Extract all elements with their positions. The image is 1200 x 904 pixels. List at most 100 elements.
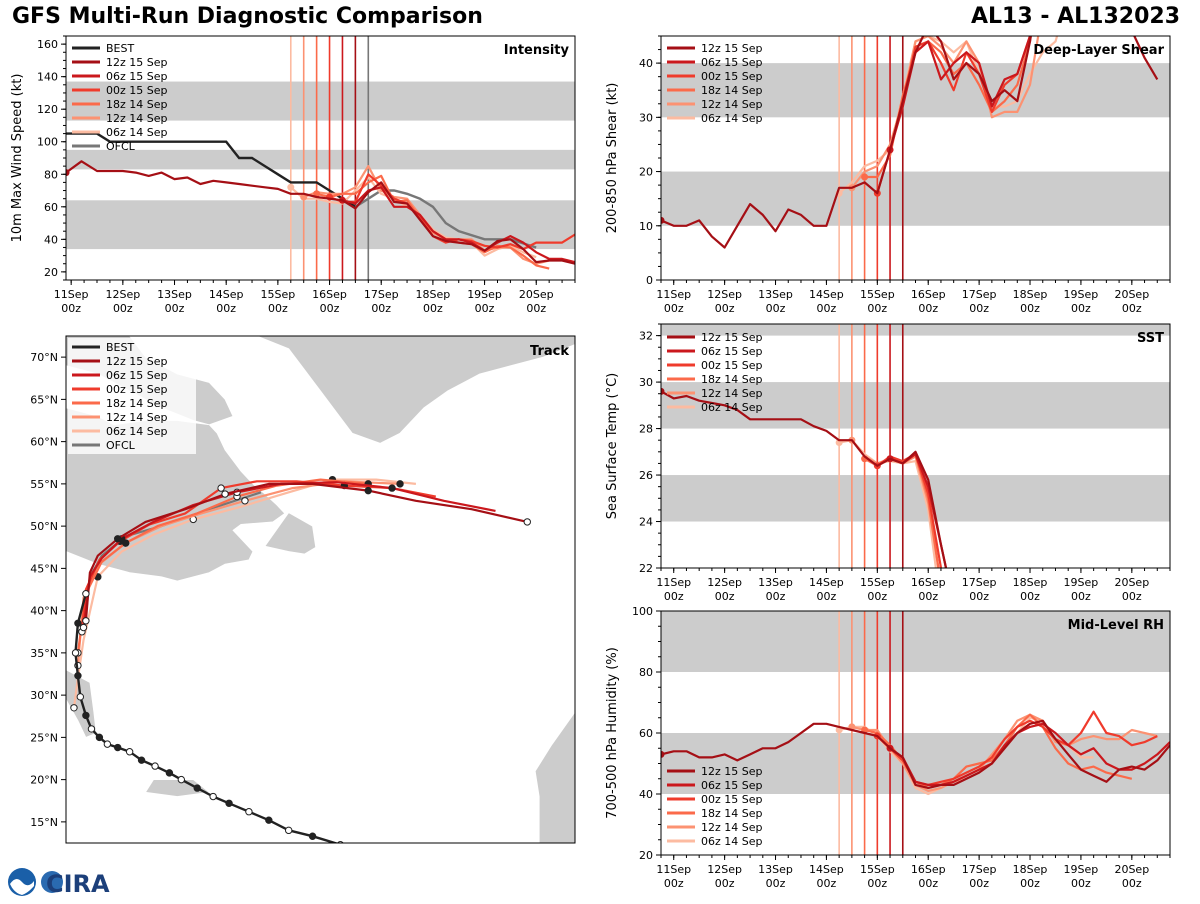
track-legend-label: BEST	[106, 341, 134, 354]
shear-xtick-hour: 00z	[715, 302, 735, 315]
intensity-series-12z-15-sep-init-marker	[66, 169, 70, 177]
track-best-point	[265, 816, 273, 824]
sst-xtick-hour: 00z	[715, 590, 735, 603]
intensity-xtick-hour: 00z	[268, 302, 288, 315]
sst-title: SST	[1137, 331, 1164, 346]
sst-legend-label: 00z 15 Sep	[701, 359, 763, 372]
intensity-xtick-hour: 00z	[371, 302, 391, 315]
track-point	[217, 484, 225, 492]
rh-xtick-day: 20Sep	[1114, 863, 1149, 876]
shear-xtick-day: 12Sep	[707, 288, 742, 301]
sst-series-12z-15-sep	[661, 390, 948, 568]
shear-legend-label: 06z 14 Sep	[701, 112, 763, 125]
sst-ylabel: Sea Surface Temp (°C)	[605, 373, 620, 520]
intensity-best-line	[66, 132, 357, 208]
west-africa	[534, 711, 575, 843]
shear-series-18z-14-sep-init-marker	[861, 173, 869, 181]
intensity-xtick-day: 15Sep	[261, 288, 296, 301]
sst-series-12z-15-sep-init-marker	[661, 387, 665, 395]
shear-xtick-day: 13Sep	[758, 288, 793, 301]
shear-ytick-label: 10	[639, 220, 653, 233]
track-lat-label: 25°N	[30, 731, 58, 744]
intensity-legend-label: OFCL	[106, 140, 136, 153]
track-point	[221, 490, 229, 498]
intensity-xtick-hour: 00z	[113, 302, 133, 315]
shear-legend-label: 06z 15 Sep	[701, 56, 763, 69]
shear-xtick-hour: 00z	[1020, 302, 1040, 315]
track-lat-label: 15°N	[30, 816, 58, 829]
track-point	[241, 497, 249, 505]
intensity-xtick-day: 13Sep	[157, 288, 192, 301]
intensity-title: Intensity	[504, 43, 570, 58]
intensity-xtick-day: 16Sep	[312, 288, 347, 301]
shear-xtick-day: 15Sep	[860, 288, 895, 301]
sst-band-0	[661, 475, 1170, 522]
track-lat-label: 35°N	[30, 647, 58, 660]
shear-title: Deep-Layer Shear	[1033, 43, 1164, 58]
track-point	[396, 480, 404, 488]
track-point	[388, 484, 396, 492]
shear-chart: 01020304011Sep00z12Sep00z13Sep00z14Sep00…	[605, 35, 1171, 315]
sst-xtick-hour: 00z	[1071, 590, 1091, 603]
sst-ytick-label: 32	[639, 330, 653, 343]
intensity-ytick-label: 40	[44, 233, 58, 246]
track-lat-label: 60°N	[30, 436, 58, 449]
intensity-legend-label: 06z 15 Sep	[106, 70, 168, 83]
shear-xtick-hour: 00z	[1071, 302, 1091, 315]
rh-xtick-day: 19Sep	[1064, 863, 1099, 876]
shear-series-12z-15-sep-init-marker	[661, 216, 665, 224]
track-best-point	[245, 808, 253, 816]
shear-band-1	[661, 63, 1170, 118]
sst-ytick-label: 30	[639, 376, 653, 389]
shear-legend-label: 00z 15 Sep	[701, 70, 763, 83]
sst-xtick-hour: 00z	[1122, 590, 1142, 603]
shear-band-0	[661, 171, 1170, 226]
track-legend-label: 12z 14 Sep	[106, 411, 168, 424]
track-legend-bg	[68, 338, 196, 454]
track-best-point	[113, 743, 122, 752]
intensity-xtick-day: 12Sep	[105, 288, 140, 301]
sst-legend-label: 18z 14 Sep	[701, 373, 763, 386]
sst-xtick-day: 11Sep	[656, 576, 691, 589]
sst-xtick-hour: 00z	[766, 590, 786, 603]
track-lat-label: 40°N	[30, 605, 58, 618]
intensity-xtick-hour: 00z	[320, 302, 340, 315]
sst-xtick-day: 12Sep	[707, 576, 742, 589]
rh-ylabel: 700-500 hPa Humidity (%)	[605, 647, 620, 819]
intensity-ytick-label: 160	[37, 38, 58, 51]
shear-xtick-day: 17Sep	[962, 288, 997, 301]
intensity-ytick-label: 60	[44, 201, 58, 214]
sst-xtick-day: 14Sep	[809, 576, 844, 589]
track-lat-label: 30°N	[30, 689, 58, 702]
sst-xtick-day: 17Sep	[962, 576, 997, 589]
sst-xtick-hour: 00z	[1020, 590, 1040, 603]
intensity-xtick-day: 14Sep	[209, 288, 244, 301]
intensity-ytick-label: 100	[37, 136, 58, 149]
storm-id: AL13 - AL132023	[971, 4, 1180, 29]
intensity-ytick-label: 20	[44, 266, 58, 279]
shear-xtick-day: 14Sep	[809, 288, 844, 301]
cira-logo: CIRA	[4, 866, 114, 900]
intensity-xtick-hour: 00z	[423, 302, 443, 315]
intensity-ytick-label: 120	[37, 103, 58, 116]
rh-xtick-day: 13Sep	[758, 863, 793, 876]
sst-xtick-hour: 00z	[969, 590, 989, 603]
track-best-point	[308, 832, 317, 840]
track-best-point	[284, 826, 293, 835]
track-best-point	[87, 725, 96, 733]
sst-legend-label: 06z 14 Sep	[701, 401, 763, 414]
rh-ytick-label: 60	[639, 727, 653, 740]
track-best-point	[225, 799, 233, 807]
track-lat-label: 65°N	[30, 393, 58, 406]
shear-ylabel: 200-850 hPa Shear (kt)	[605, 83, 620, 234]
intensity-legend-label: BEST	[106, 42, 134, 55]
intensity-legend-label: 06z 14 Sep	[106, 126, 168, 139]
shear-series-06z-14-sep	[838, 36, 1059, 195]
rh-xtick-hour: 00z	[766, 877, 786, 890]
track-best-point	[177, 775, 186, 784]
track-best-point	[74, 619, 82, 627]
rh-xtick-day: 15Sep	[860, 863, 895, 876]
shear-xtick-day: 11Sep	[656, 288, 691, 301]
logo-text: CIRA	[46, 870, 110, 898]
noaa-emblem-wave	[10, 878, 34, 895]
